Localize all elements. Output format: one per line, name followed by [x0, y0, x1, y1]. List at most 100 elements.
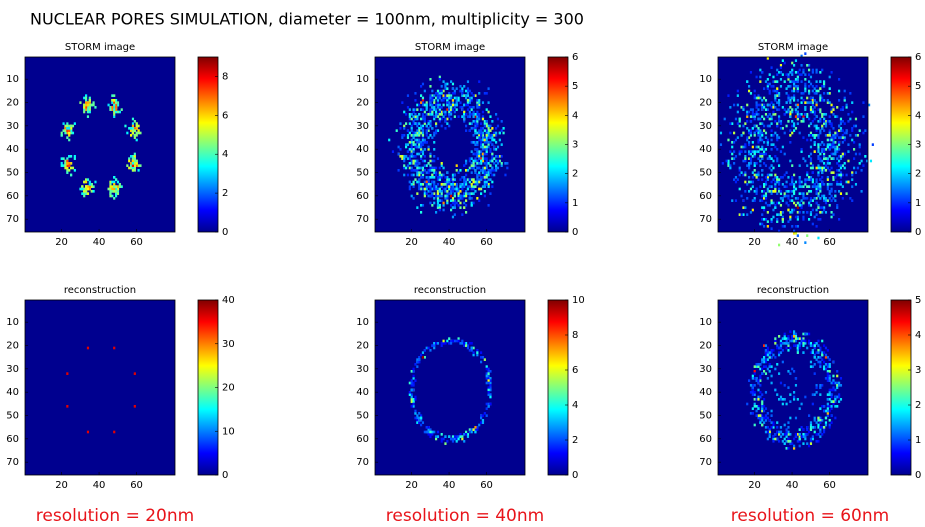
heatmap-cell: [832, 197, 834, 200]
heatmap-cell: [411, 150, 413, 153]
heatmap-cell: [750, 71, 752, 74]
heatmap-cell: [812, 111, 814, 114]
heatmap-cell: [418, 139, 420, 142]
heatmap-cell: [482, 185, 484, 188]
heatmap-cell: [806, 185, 808, 188]
heatmap-cell: [772, 85, 774, 88]
heatmap-cell: [821, 384, 823, 387]
heatmap-cell: [784, 185, 786, 188]
heatmap-cell: [767, 351, 769, 354]
colorbar-tick-label: 20: [222, 383, 235, 394]
heatmap-cell: [801, 181, 803, 184]
heatmap-cell: [66, 169, 68, 172]
heatmap-cell: [411, 146, 413, 149]
heatmap-cell: [414, 134, 416, 137]
heatmap-cell: [831, 157, 833, 160]
heatmap-cell: [416, 361, 418, 364]
heatmap-cell: [829, 419, 831, 422]
heatmap-cell: [831, 190, 833, 193]
heatmap-cell: [489, 382, 491, 385]
heatmap-cell: [484, 358, 486, 361]
heatmap-cell: [827, 120, 829, 123]
heatmap-cell: [789, 347, 791, 350]
x-tick-label: 20: [405, 237, 418, 248]
heatmap-cell: [804, 438, 806, 441]
heatmap-cell: [130, 129, 132, 132]
heatmap-cell: [802, 433, 804, 436]
heatmap-cell: [85, 101, 87, 104]
heatmap-cell: [829, 87, 831, 90]
heatmap-cell: [739, 125, 741, 128]
heatmap-cell: [761, 190, 763, 193]
heatmap-cell: [437, 97, 439, 100]
heatmap-cell: [463, 202, 465, 205]
heatmap-cell: [413, 108, 415, 111]
heatmap-cell: [488, 146, 490, 149]
heatmap-cell: [474, 169, 476, 172]
heatmap-cell: [757, 379, 759, 382]
heatmap-cell: [482, 146, 484, 149]
heatmap-cell: [729, 132, 731, 135]
heatmap-cell: [761, 368, 763, 371]
heatmap-cell: [752, 377, 754, 380]
heatmap-cell: [771, 190, 773, 193]
heatmap-cell: [819, 153, 821, 156]
heatmap-cell: [767, 358, 769, 361]
heatmap-cell: [486, 153, 488, 156]
heatmap-cell: [495, 169, 497, 172]
heatmap-cell: [761, 106, 763, 109]
heatmap-cell: [817, 150, 819, 153]
heatmap-cell: [109, 108, 111, 111]
heatmap-cell: [469, 192, 471, 195]
heatmap-cell: [469, 97, 471, 100]
heatmap-cell: [746, 120, 748, 123]
heatmap-cell: [767, 431, 769, 434]
heatmap-cell: [115, 111, 117, 114]
heatmap-cell: [441, 195, 443, 198]
heatmap-cell: [832, 157, 834, 160]
heatmap-cell: [801, 435, 803, 438]
heatmap-cell: [816, 80, 818, 83]
heatmap-cell: [797, 351, 799, 354]
heatmap-cell: [439, 106, 441, 109]
heatmap-cell: [467, 188, 469, 191]
heatmap-cell: [817, 419, 819, 422]
heatmap-cell: [765, 426, 767, 429]
heatmap-cell: [491, 167, 493, 170]
heatmap-cell: [413, 375, 415, 378]
heatmap-cell: [827, 379, 829, 382]
heatmap-cell: [823, 155, 825, 158]
heatmap-cell: [63, 122, 65, 125]
heatmap-cell: [441, 125, 443, 128]
heatmap-cell: [433, 141, 435, 144]
heatmap-cell: [787, 85, 789, 88]
heatmap-cell: [473, 111, 475, 114]
heatmap-cell: [113, 183, 115, 186]
heatmap-cell: [113, 181, 115, 184]
heatmap-cell: [493, 139, 495, 142]
heatmap-cell: [806, 442, 808, 445]
heatmap-cell: [842, 136, 844, 139]
heatmap-cell: [416, 171, 418, 174]
heatmap-cell: [392, 150, 394, 153]
colorbar-tick-label: 2: [572, 169, 578, 180]
colorbar-tick-label: 0: [915, 470, 921, 481]
heatmap-cell: [446, 185, 448, 188]
heatmap-cell: [409, 115, 411, 118]
heatmap-cell: [416, 365, 418, 368]
heatmap-cell: [763, 197, 765, 200]
heatmap-cell: [823, 368, 825, 371]
heatmap-cell: [832, 386, 834, 389]
y-tick-label: 30: [699, 364, 712, 375]
heatmap-cell: [786, 87, 788, 90]
heatmap-cell: [791, 442, 793, 445]
heatmap-cell: [799, 438, 801, 441]
heatmap-cell: [458, 438, 460, 441]
heatmap-cell: [111, 185, 113, 188]
heatmap-cell: [720, 143, 722, 146]
heatmap-cell: [474, 132, 476, 135]
heatmap-cell: [823, 83, 825, 86]
heatmap-cell: [754, 199, 756, 202]
heatmap-cell: [787, 433, 789, 436]
heatmap-cell: [789, 183, 791, 186]
